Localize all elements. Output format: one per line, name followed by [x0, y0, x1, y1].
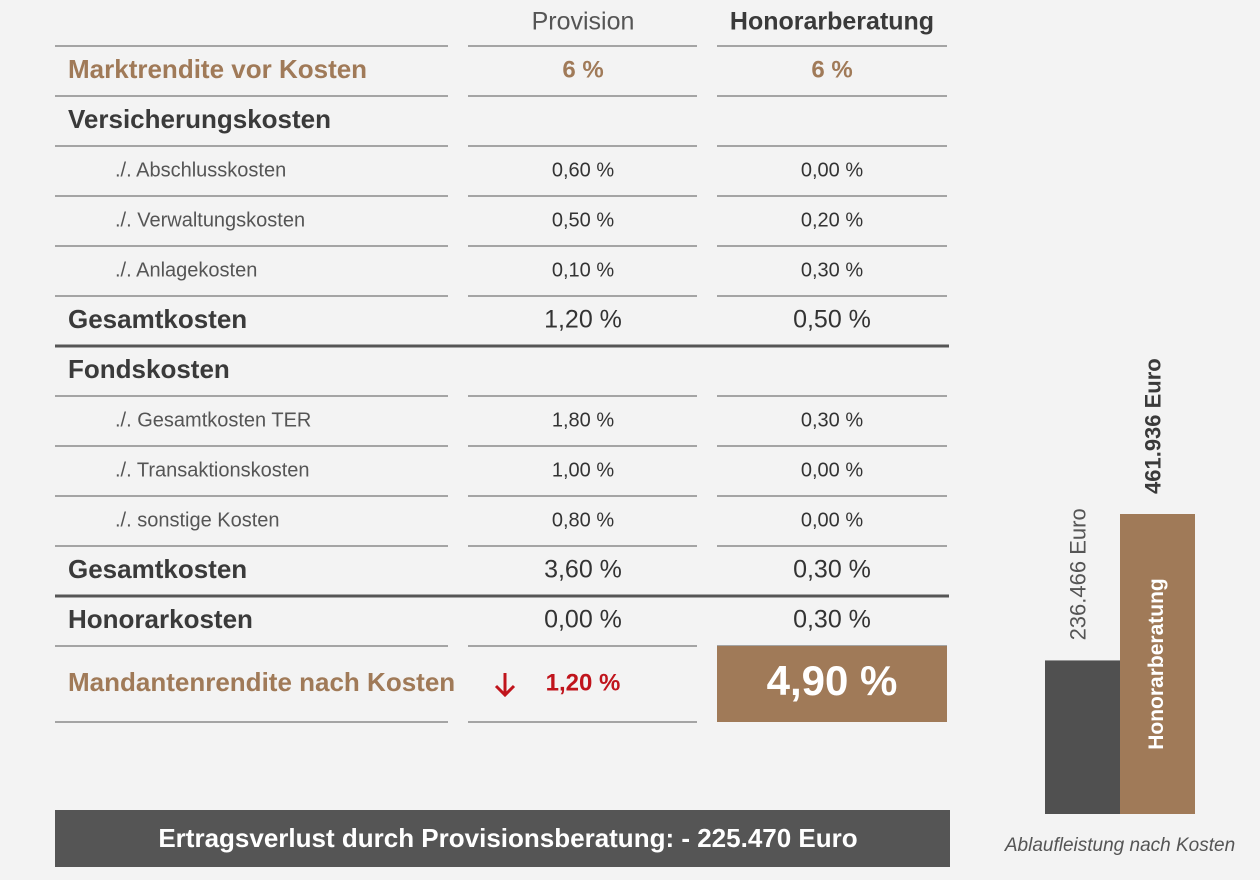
cell-value: 0,30 %	[793, 606, 871, 634]
cell-value: 6 %	[562, 56, 603, 83]
result-box	[717, 646, 947, 722]
row-label: Marktrendite vor Kosten	[68, 54, 367, 84]
row-label: ./. Anlagekosten	[115, 259, 257, 281]
cell-value: 0,00 %	[544, 606, 622, 634]
cell-value: 0,80 %	[552, 509, 614, 531]
cell-value: 0,50 %	[793, 306, 871, 334]
cell-value: 1,00 %	[552, 459, 614, 481]
down-arrow	[494, 673, 516, 698]
bar-value-label: 236.466 Euro	[1065, 508, 1090, 640]
row-label: ./. Verwaltungskosten	[115, 209, 305, 231]
row-label: Versicherungskosten	[68, 104, 331, 134]
cell-value: 0,60 %	[552, 159, 614, 181]
row-label: ./. sonstige Kosten	[115, 509, 280, 531]
bar-value-label: 461.936 Euro	[1140, 358, 1165, 494]
cell-value: 0,50 %	[552, 209, 614, 231]
cell-value: 0,10 %	[552, 259, 614, 281]
cell-value: 6 %	[811, 56, 852, 83]
row-label: ./. Abschlusskosten	[115, 159, 286, 181]
row-label: Fondskosten	[68, 354, 230, 384]
cell-value: 0,00 %	[801, 509, 863, 531]
banner: Ertragsverlust durch Provisionsberatung:…	[158, 823, 857, 853]
cell-value: 0,30 %	[801, 409, 863, 431]
row-label: ./. Gesamtkosten TER	[115, 409, 311, 431]
cell-value: 0,20 %	[801, 209, 863, 231]
bar	[1045, 660, 1120, 814]
row-label: Mandantenrendite nach Kosten	[68, 667, 455, 697]
cell-value: 0,30 %	[793, 556, 871, 584]
bar-caption: Ablaufleistung nach Kosten	[1004, 835, 1235, 856]
banner-box	[55, 810, 950, 867]
cell-value: 0,00 %	[801, 459, 863, 481]
row-label: Gesamtkosten	[68, 304, 247, 334]
column-header: Honorarberatung	[730, 8, 934, 36]
cell-value: 4,90 %	[767, 657, 898, 704]
row-label: ./. Transaktionskosten	[115, 459, 310, 481]
column-header: Provision	[532, 8, 635, 36]
cell-value: 0,00 %	[801, 159, 863, 181]
cell-value: 3,60 %	[544, 556, 622, 584]
bar-name: Honorarberatung	[1145, 578, 1168, 750]
cell-value: 1,20 %	[546, 669, 621, 696]
cell-value: 1,20 %	[544, 306, 622, 334]
row-label: Gesamtkosten	[68, 554, 247, 584]
cell-value: 0,30 %	[801, 259, 863, 281]
cell-value: 1,80 %	[552, 409, 614, 431]
row-label: Honorarkosten	[68, 604, 253, 634]
bar	[1120, 514, 1195, 814]
